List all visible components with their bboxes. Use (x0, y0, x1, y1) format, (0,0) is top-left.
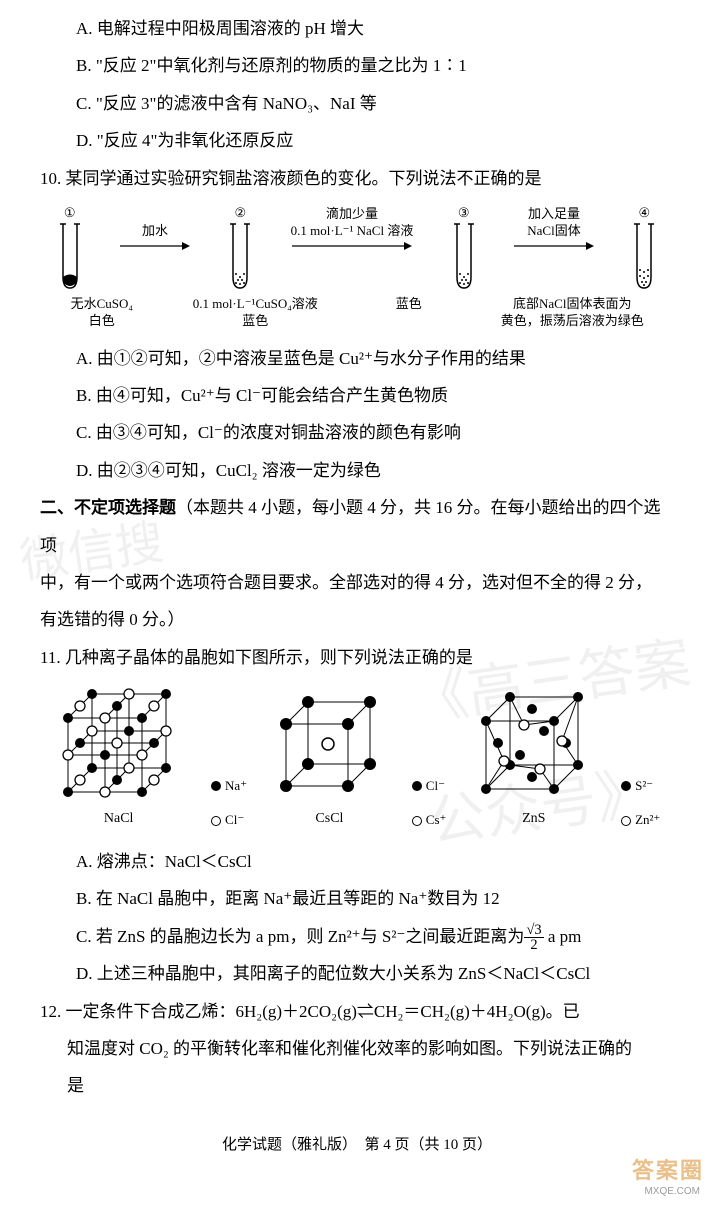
arrow-icon (514, 240, 594, 252)
corner-url: MXQE.COM (644, 1181, 700, 1203)
tube-4: ④ (629, 205, 659, 292)
arrow-label: 加水 (142, 223, 168, 240)
tube-4-label: 底部NaCl固体表面为黄色，振荡后溶液为绿色 (487, 296, 657, 330)
zns-lattice-icon (474, 689, 594, 804)
tube-3-label: 蓝色 (364, 296, 454, 330)
test-tube-icon (449, 222, 479, 292)
section-2-desc: 有选错的得 0 分。） (40, 601, 674, 638)
arrow-label: 滴加少量 (326, 206, 378, 223)
q12-line3: 是 (40, 1067, 674, 1104)
crystal-nacl: NaCl (54, 684, 184, 835)
q12-line2: 知温度对 CO₂ 的平衡转化率和催化剂催化效率的影响如图。下列说法正确的 (40, 1030, 674, 1067)
tube-3: ③ (449, 205, 479, 292)
legend-cscl: Cl⁻ Cs⁺ (412, 772, 447, 835)
q10-option-d: D. 由②③④可知，CuCl₂ 溶液一定为绿色 (40, 452, 674, 489)
tube-1: ① (55, 205, 85, 292)
q11-option-b: B. 在 NaCl 晶胞中，距离 Na⁺最近且等距的 Na⁺数目为 12 (40, 880, 674, 917)
crystal-zns: ZnS (474, 689, 594, 835)
q9-option-b: B. "反应 2"中氧化剂与还原剂的物质的量之比为 1∶1 (40, 47, 674, 84)
nacl-lattice-icon (54, 684, 184, 804)
tube-number: ② (234, 205, 246, 222)
section-2-desc: 中，有一个或两个选项符合题目要求。全部选对的得 4 分，选对但不全的得 2 分， (40, 564, 674, 601)
q10-option-b: B. 由④可知，Cu²⁺与 Cl⁻可能会结合产生黄色物质 (40, 377, 674, 414)
test-tube-icon (55, 222, 85, 292)
q9-option-a: A. 电解过程中阳极周围溶液的 pH 增大 (40, 10, 674, 47)
crystal-label: ZnS (522, 804, 545, 835)
tube-number: ① (64, 205, 76, 222)
q10-diagram: ① 加水 ② 滴加少量 0.1 mol·L⁻¹ NaCl 溶液 ③ 加入足 (40, 205, 674, 292)
tube-2: ② (225, 205, 255, 292)
arrow-2: 滴加少量 0.1 mol·L⁻¹ NaCl 溶液 (291, 206, 414, 292)
cscl-lattice-icon (274, 694, 384, 804)
q11-crystals: NaCl Na⁺ Cl⁻ CsCl Cl⁻ C (40, 684, 674, 835)
q11-option-a: A. 熔沸点：NaCl＜CsCl (40, 843, 674, 880)
arrow-label: 0.1 mol·L⁻¹ NaCl 溶液 (291, 223, 414, 240)
tube-1-label: 无水CuSO₄白色 (57, 296, 147, 330)
section-2-header: 二、不定项选择题（本题共 4 小题，每小题 4 分，共 16 分。在每小题给出的… (40, 489, 674, 564)
tube-number: ④ (639, 205, 651, 222)
page-footer: 化学试题（雅礼版） 第 4 页（共 10 页） (40, 1129, 674, 1162)
q10-stem: 10. 某同学通过实验研究铜盐溶液颜色的变化。下列说法不正确的是 (40, 160, 674, 197)
test-tube-icon (225, 222, 255, 292)
legend-zns: S²⁻ Zn²⁺ (621, 772, 660, 835)
arrow-label: NaCl固体 (527, 223, 580, 240)
tube-2-label: 0.1 mol·L⁻¹CuSO₄溶液蓝色 (180, 296, 330, 330)
crystal-cscl: CsCl (274, 694, 384, 835)
q11-stem: 11. 几种离子晶体的晶胞如下图所示，则下列说法正确的是 (40, 639, 674, 676)
crystal-label: CsCl (315, 804, 343, 835)
arrow-label: 加入足量 (528, 206, 580, 223)
q11-option-d: D. 上述三种晶胞中，其阳离子的配位数大小关系为 ZnS＜NaCl＜CsCl (40, 955, 674, 992)
legend-nacl: Na⁺ Cl⁻ (211, 772, 247, 835)
arrow-icon (292, 240, 412, 252)
q12-line1: 12. 一定条件下合成乙烯：6H₂(g)＋2CO₂(g)⇌CH₂＝CH₂(g)＋… (40, 993, 674, 1030)
q10-option-c: C. 由③④可知，Cl⁻的浓度对铜盐溶液的颜色有影响 (40, 414, 674, 451)
q9-option-d: D. "反应 4"为非氧化还原反应 (40, 122, 674, 159)
test-tube-icon (629, 222, 659, 292)
arrow-3: 加入足量 NaCl固体 (514, 206, 594, 292)
q10-labels: 无水CuSO₄白色 0.1 mol·L⁻¹CuSO₄溶液蓝色 蓝色 底部NaCl… (40, 296, 674, 330)
q9-option-c: C. "反应 3"的滤液中含有 NaNO₃、NaI 等 (40, 85, 674, 122)
tube-number: ③ (458, 205, 470, 222)
crystal-label: NaCl (104, 804, 134, 835)
q11-option-c: C. 若 ZnS 的晶胞边长为 a pm，则 Zn²⁺与 S²⁻之间最近距离为√… (40, 918, 674, 955)
q10-option-a: A. 由①②可知，②中溶液呈蓝色是 Cu²⁺与水分子作用的结果 (40, 340, 674, 377)
arrow-1: 加水 (120, 223, 190, 292)
arrow-icon (120, 240, 190, 252)
